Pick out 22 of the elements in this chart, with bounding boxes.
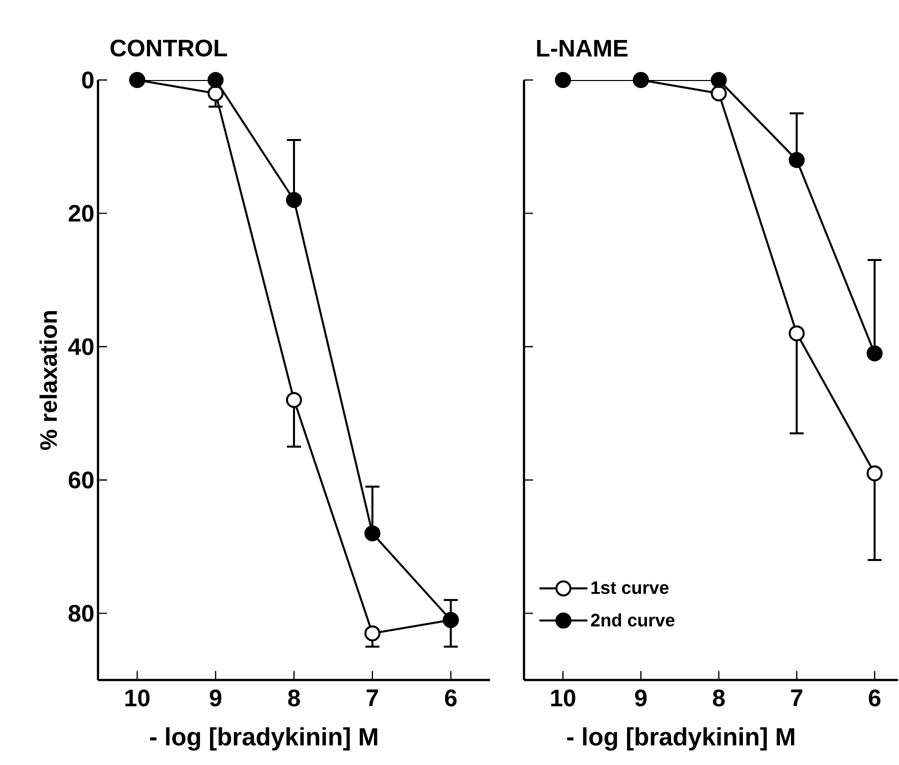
chart-title: CONTROL [110, 40, 227, 56]
x-axis-title: - log [bradykinin] M [150, 727, 378, 751]
y-tick-label: 80 [68, 604, 94, 622]
y-tick-label: 60 [68, 472, 94, 488]
x-tick-label: 10 [551, 690, 576, 706]
x-tick-label: 10 [125, 690, 150, 706]
x-tick-label: 9 [210, 690, 222, 706]
x-axis-title: - log [bradykinin] M [567, 727, 794, 751]
x-tick-label: 8 [288, 690, 300, 706]
x-tick-label: 6 [445, 690, 457, 706]
legend-label: 2nd curve [591, 613, 674, 626]
y-tick-label: 20 [68, 204, 94, 222]
x-tick-label: 7 [366, 690, 378, 706]
y-tick-label: 0 [82, 72, 94, 88]
legend-label: 1st curve [592, 581, 669, 594]
chart-title: L-NAME [537, 40, 628, 56]
y-tick-label: 40 [68, 338, 94, 356]
x-tick-label: 7 [791, 690, 802, 706]
x-tick-label: 6 [868, 690, 880, 706]
x-tick-label: 9 [635, 690, 647, 706]
x-tick-label: 8 [712, 690, 725, 706]
y-axis-title: % relaxation [39, 311, 58, 450]
